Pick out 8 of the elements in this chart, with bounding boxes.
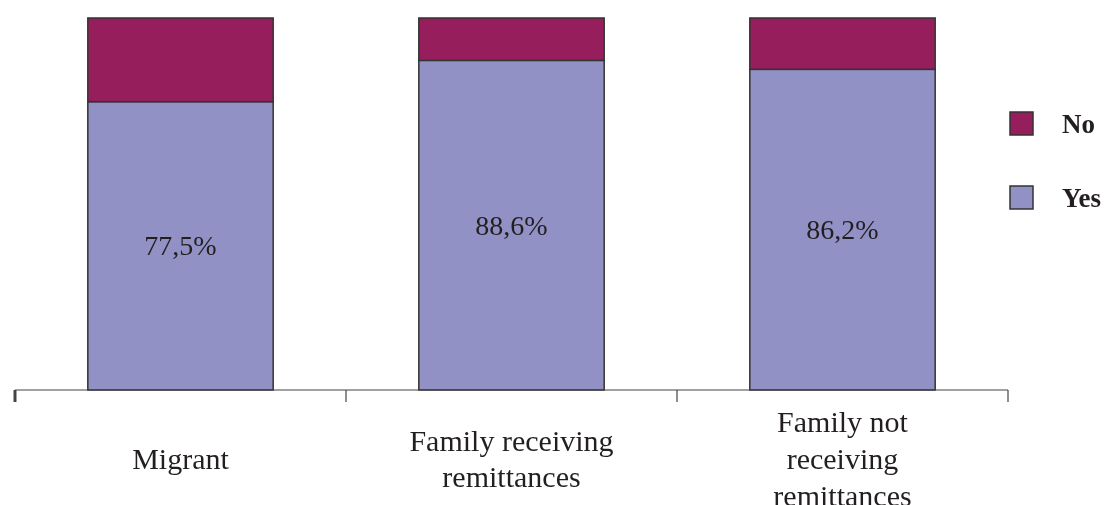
x-tick-label: Migrant [132,441,230,475]
x-tick-label: Family not receiving remittances [773,404,912,505]
data-label: 88,6% [475,209,548,241]
data-label: 77,5% [144,230,217,262]
legend-label: Yes [1062,183,1101,213]
x-tick-label: Family receiving remittances [409,423,614,493]
data-label: 86,2% [806,214,879,246]
legend-label: No [1062,109,1095,139]
